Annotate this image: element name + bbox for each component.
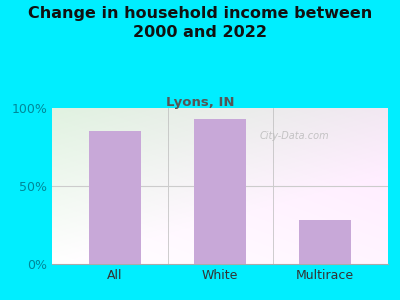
Text: Lyons, IN: Lyons, IN [166,96,234,109]
Text: Change in household income between
2000 and 2022: Change in household income between 2000 … [28,6,372,40]
Bar [194,119,246,264]
Bar [299,220,351,264]
Text: City-Data.com: City-Data.com [259,131,329,141]
Bar [89,131,141,264]
